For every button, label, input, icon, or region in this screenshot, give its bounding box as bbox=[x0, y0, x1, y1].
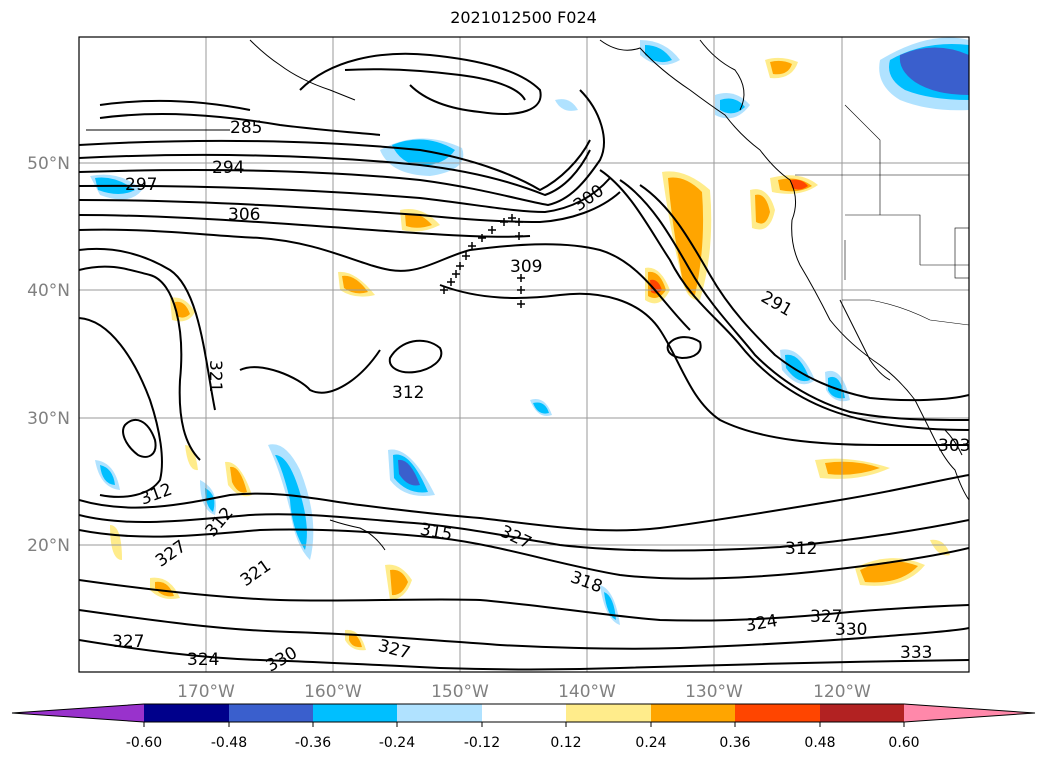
contour-label: 327 bbox=[810, 607, 842, 627]
contour-label: 330 bbox=[835, 620, 867, 640]
lon-label: 150°W bbox=[431, 682, 489, 702]
contour-lines bbox=[79, 52, 969, 671]
lat-label: 50°N bbox=[27, 154, 70, 174]
map-panel: 285 294 297 306 300 309 291 321 312 312 … bbox=[79, 37, 970, 672]
colorbar-tick-label: -0.12 bbox=[464, 735, 500, 751]
colorbar-bin bbox=[820, 704, 904, 722]
map-frame bbox=[78, 36, 970, 673]
contour-label: 294 bbox=[212, 158, 244, 178]
colorbar-tick-label: 0.36 bbox=[719, 735, 750, 751]
lat-label: 20°N bbox=[27, 536, 70, 556]
colorbar: -0.60 -0.48 -0.36 -0.24 -0.12 0.12 0.24 … bbox=[11, 703, 1036, 751]
contour-label: 285 bbox=[230, 118, 262, 138]
lon-label: 170°W bbox=[177, 682, 235, 702]
contour-label: 333 bbox=[900, 643, 932, 663]
lon-label: 160°W bbox=[304, 682, 362, 702]
colorbar-bin bbox=[482, 704, 566, 722]
contour-label: 312 bbox=[785, 539, 817, 559]
colorbar-extend-low bbox=[12, 704, 144, 722]
colorbar-tick-label: -0.48 bbox=[211, 735, 247, 751]
longitude-axis: 170°W 160°W 150°W 140°W 130°W 120°W bbox=[177, 682, 871, 702]
colorbar-bin bbox=[651, 704, 735, 722]
map-title: 2021012500 F024 bbox=[450, 8, 597, 27]
lon-label: 120°W bbox=[813, 682, 871, 702]
colorbar-tick-label: 0.12 bbox=[550, 735, 581, 751]
colorbar-tick-label: -0.36 bbox=[295, 735, 331, 751]
contour-label: 324 bbox=[187, 650, 219, 670]
plus-markers bbox=[440, 214, 525, 308]
latitude-axis: 50°N 40°N 30°N 20°N bbox=[27, 154, 70, 556]
lat-label: 40°N bbox=[27, 281, 70, 301]
colorbar-extend-high bbox=[904, 704, 1035, 722]
lon-label: 130°W bbox=[685, 682, 743, 702]
political-borders bbox=[795, 104, 969, 326]
contour-label: 297 bbox=[125, 175, 157, 195]
colorbar-tick-label: 0.48 bbox=[804, 735, 835, 751]
colorbar-bin bbox=[566, 704, 651, 722]
colorbar-tick-label: -0.60 bbox=[126, 735, 162, 751]
lon-label: 140°W bbox=[558, 682, 616, 702]
contour-label: 303 bbox=[938, 436, 970, 456]
colorbar-bin bbox=[144, 704, 229, 722]
colorbar-bin bbox=[397, 704, 482, 722]
contour-label: 306 bbox=[228, 205, 260, 225]
colorbar-bin bbox=[229, 704, 313, 722]
colorbar-tick-label: -0.24 bbox=[379, 735, 415, 751]
colorbar-bin bbox=[313, 704, 397, 722]
colorbar-tick-label: 0.60 bbox=[888, 735, 919, 751]
lat-label: 30°N bbox=[27, 409, 70, 429]
colorbar-tick-label: 0.24 bbox=[635, 735, 666, 751]
coastlines bbox=[86, 39, 969, 551]
contour-label: 312 bbox=[392, 383, 424, 403]
contour-label: 327 bbox=[112, 632, 144, 652]
contour-label: 309 bbox=[510, 257, 542, 277]
contour-label: 321 bbox=[205, 360, 225, 392]
colorbar-bin bbox=[735, 704, 820, 722]
